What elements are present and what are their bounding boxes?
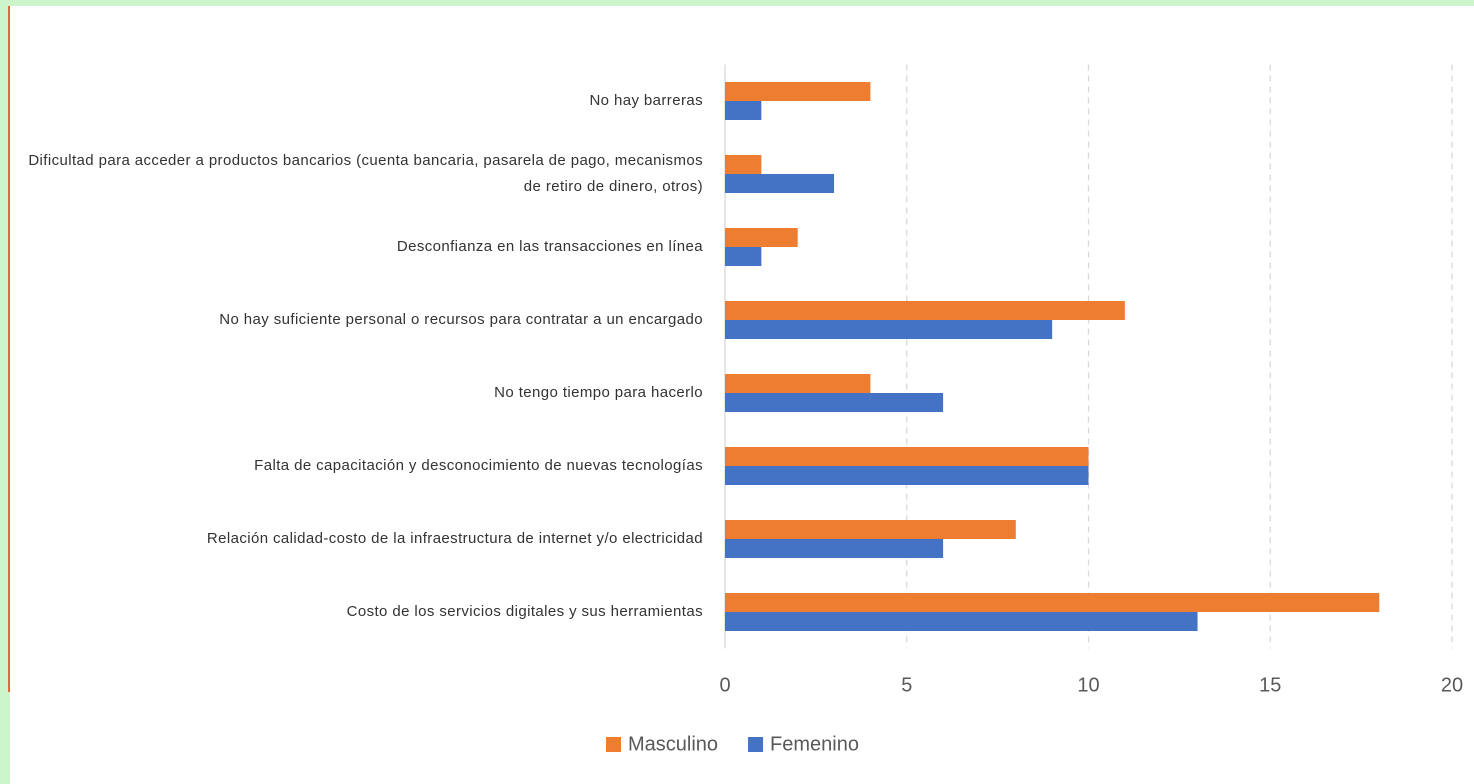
bar [725,612,1198,631]
bar [725,82,871,101]
x-tick-label: 5 [901,674,912,696]
bar [725,174,835,193]
y-tick-label: Dificultad para acceder a productos banc… [28,152,703,195]
y-tick-label: No tengo tiempo para hacerlo [494,384,703,401]
bar [725,155,762,174]
x-tick-label: 15 [1259,674,1281,696]
panel-edge [8,6,10,692]
y-tick-label: Desconfianza en las transacciones en lín… [396,238,703,255]
legend-label: Femenino [770,733,859,755]
x-tick-label: 10 [1077,674,1099,696]
x-tick-label: 20 [1441,674,1463,696]
bar [725,320,1053,339]
legend-swatch [606,737,621,752]
y-tick-label: No hay suficiente personal o recursos pa… [219,311,703,328]
y-tick-label: Falta de capacitación y desconocimiento … [254,457,703,474]
x-tick-label: 0 [719,674,730,696]
bar [725,593,1380,612]
bar [725,447,1089,466]
legend-swatch [748,737,764,752]
bar [725,374,871,393]
y-tick-label: Costo de los servicios digitales y sus h… [346,603,703,620]
bar [725,466,1089,485]
bar [725,301,1125,320]
y-tick-label: Relación calidad-costo de la infraestruc… [206,530,703,547]
legend-label: Masculino [628,733,718,755]
bar [725,101,762,120]
bar [725,247,762,266]
bar [725,228,798,247]
y-tick-label: No hay barreras [589,92,703,109]
bar [725,520,1016,539]
bar [725,539,944,558]
bar [725,393,944,412]
